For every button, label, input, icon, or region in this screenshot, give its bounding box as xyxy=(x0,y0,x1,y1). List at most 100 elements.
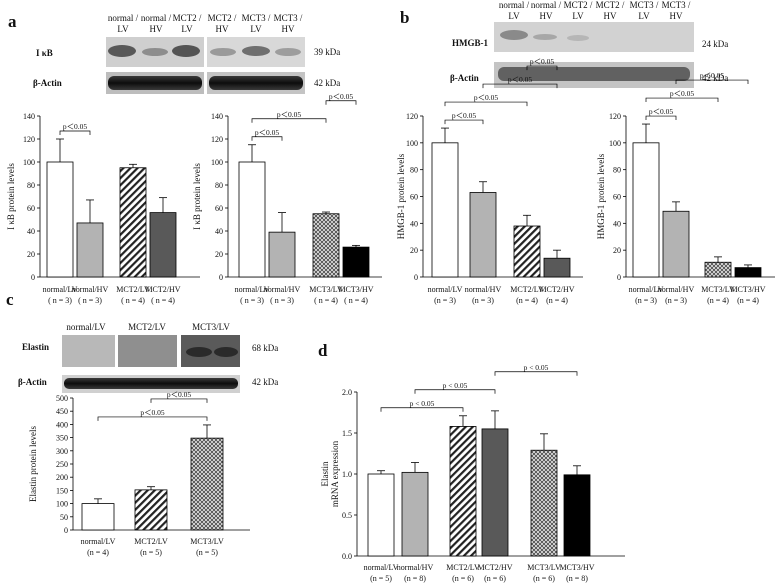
sample-size-label: (n = 5) xyxy=(140,548,162,557)
significance-label: p＜0.05 xyxy=(452,111,477,120)
y-tick-label: 100 xyxy=(609,139,621,148)
x-category-label: normal/LV xyxy=(364,563,399,572)
sample-size-label: ( n = 4) xyxy=(344,296,368,305)
y-tick-label: 450 xyxy=(56,407,68,416)
y-tick-label: 0 xyxy=(219,273,223,282)
y-tick-label: 2.0 xyxy=(342,388,352,397)
bar-chart-hmgb1-mct2: 0 20 40 60 80 100 120 HMGB-1 protein levels norm… xyxy=(396,57,583,305)
blot-band xyxy=(186,347,212,357)
blot-band xyxy=(209,76,303,90)
blot-band xyxy=(142,48,168,56)
x-category-label: MCT3/LV xyxy=(190,537,224,546)
bar xyxy=(704,261,732,278)
blot-kda-label: 68 kDa xyxy=(252,343,278,353)
y-tick-label: 40 xyxy=(27,227,35,236)
sample-size-label: (n = 4) xyxy=(516,296,538,305)
blot-lane-label: normal / HV xyxy=(141,13,172,34)
bar xyxy=(46,161,74,278)
blot-lane-label: MCT2 /LV xyxy=(564,0,593,21)
bar xyxy=(481,428,509,557)
y-tick-label: 100 xyxy=(23,158,35,167)
significance-label: p < 0.05 xyxy=(410,399,435,408)
y-tick-label: 80 xyxy=(27,181,35,190)
y-tick-label: 250 xyxy=(56,460,68,469)
y-axis-label: Elastin protein levels xyxy=(28,426,38,502)
y-tick-label: 50 xyxy=(60,513,68,522)
bar xyxy=(469,192,497,278)
y-tick-label: 300 xyxy=(56,447,68,456)
x-category-label: MCT2/LV xyxy=(510,285,544,294)
blot-lane-label: MCT3 /LV xyxy=(242,13,271,34)
bar xyxy=(530,449,558,557)
sample-size-label: ( n = 4) xyxy=(151,296,175,305)
significance-bracket xyxy=(325,100,357,105)
bar xyxy=(543,257,571,278)
bar xyxy=(119,167,147,278)
y-tick-label: 80 xyxy=(410,166,418,175)
y-axis-label: I κB protein levels xyxy=(192,163,202,230)
y-tick-label: 100 xyxy=(56,500,68,509)
blot-band xyxy=(210,48,236,56)
bar xyxy=(134,489,168,531)
y-tick-label: 120 xyxy=(609,112,621,121)
y-tick-label: 1.5 xyxy=(342,429,352,438)
sample-size-label: ( n = 3) xyxy=(48,296,72,305)
significance-bracket xyxy=(526,65,558,71)
bar-chart-elastin-mrna: 0.0 0.5 1.0 1.5 2.0 Elastin mRNA expression nor… xyxy=(320,363,625,583)
y-tick-label: 100 xyxy=(211,158,223,167)
y-tick-label: 0 xyxy=(414,273,418,282)
y-axis-label: Elastin xyxy=(320,461,330,486)
sample-size-label: (n = 3) xyxy=(434,296,456,305)
blot-protein-label-actin-c: β-Actin xyxy=(18,377,47,387)
significance-label: p＜0.05 xyxy=(63,122,88,131)
western-blot-c: normal/LV MCT2/LV MCT3/LV Elastin β-Actin … xyxy=(18,322,278,393)
significance-label: p＜0.05 xyxy=(649,107,674,116)
y-tick-label: 20 xyxy=(410,246,418,255)
y-tick-label: 1.0 xyxy=(342,470,352,479)
x-category-label: normal/LV xyxy=(81,537,116,546)
blot-lane-label: normal/LV xyxy=(66,322,106,332)
y-tick-label: 0.0 xyxy=(342,552,352,561)
bar xyxy=(149,212,177,278)
y-tick-label: 200 xyxy=(56,473,68,482)
bar-chart-elastin-protein: 0 50 100 150 200 250 300 350 400 450 500 Elastin pr… xyxy=(28,390,250,557)
y-tick-label: 60 xyxy=(613,193,621,202)
blot-kda-label: 42 kDa xyxy=(252,377,278,387)
sample-size-label: ( n = 4) xyxy=(121,296,145,305)
y-tick-label: 100 xyxy=(406,139,418,148)
sample-size-label: (n = 3) xyxy=(472,296,494,305)
y-axis-label: mRNA expression xyxy=(330,440,340,507)
bar xyxy=(76,222,104,278)
blot-lane-label: MCT2/LV xyxy=(128,322,166,332)
x-category-label: MCT3/HV xyxy=(559,563,594,572)
x-category-label: MCT2/HV xyxy=(539,285,574,294)
panel-label-d: d xyxy=(318,341,328,360)
bar xyxy=(268,231,296,278)
blot-protein-label-ikb: I κB xyxy=(36,48,53,58)
y-tick-label: 0.5 xyxy=(342,511,352,520)
blot-kda-label: 24 kDa xyxy=(702,39,728,49)
significance-label: p＜0.05 xyxy=(329,92,354,101)
bar xyxy=(563,474,591,557)
bar xyxy=(734,267,762,278)
sample-size-label: ( n = 3) xyxy=(240,296,264,305)
significance-label: p < 0.05 xyxy=(443,381,468,390)
blot-band xyxy=(64,378,238,389)
x-category-label: MCT2/LV xyxy=(446,563,480,572)
significance-bracket xyxy=(380,407,464,412)
blot-band xyxy=(275,48,301,56)
y-axis-label: I κB protein levels xyxy=(6,163,16,230)
bar-chart-hmgb1-mct3: 0 20 40 60 80 100 120 HMGB-1 protein levels norm… xyxy=(596,71,775,305)
significance-label: p＜0.05 xyxy=(700,71,725,80)
y-tick-label: 0 xyxy=(31,273,35,282)
blot-protein-label-elastin: Elastin xyxy=(22,342,49,352)
x-category-label: MCT3/HV xyxy=(730,285,765,294)
sample-size-label: (n = 4) xyxy=(737,296,759,305)
x-category-label: normal/HV xyxy=(397,563,434,572)
significance-label: p＜0.05 xyxy=(167,390,192,399)
sample-size-label: (n = 6) xyxy=(533,574,555,583)
blot-lane-label: normal / HV xyxy=(531,0,562,21)
bar xyxy=(513,225,541,278)
blot-lane-label: MCT3 /LV xyxy=(630,0,659,21)
